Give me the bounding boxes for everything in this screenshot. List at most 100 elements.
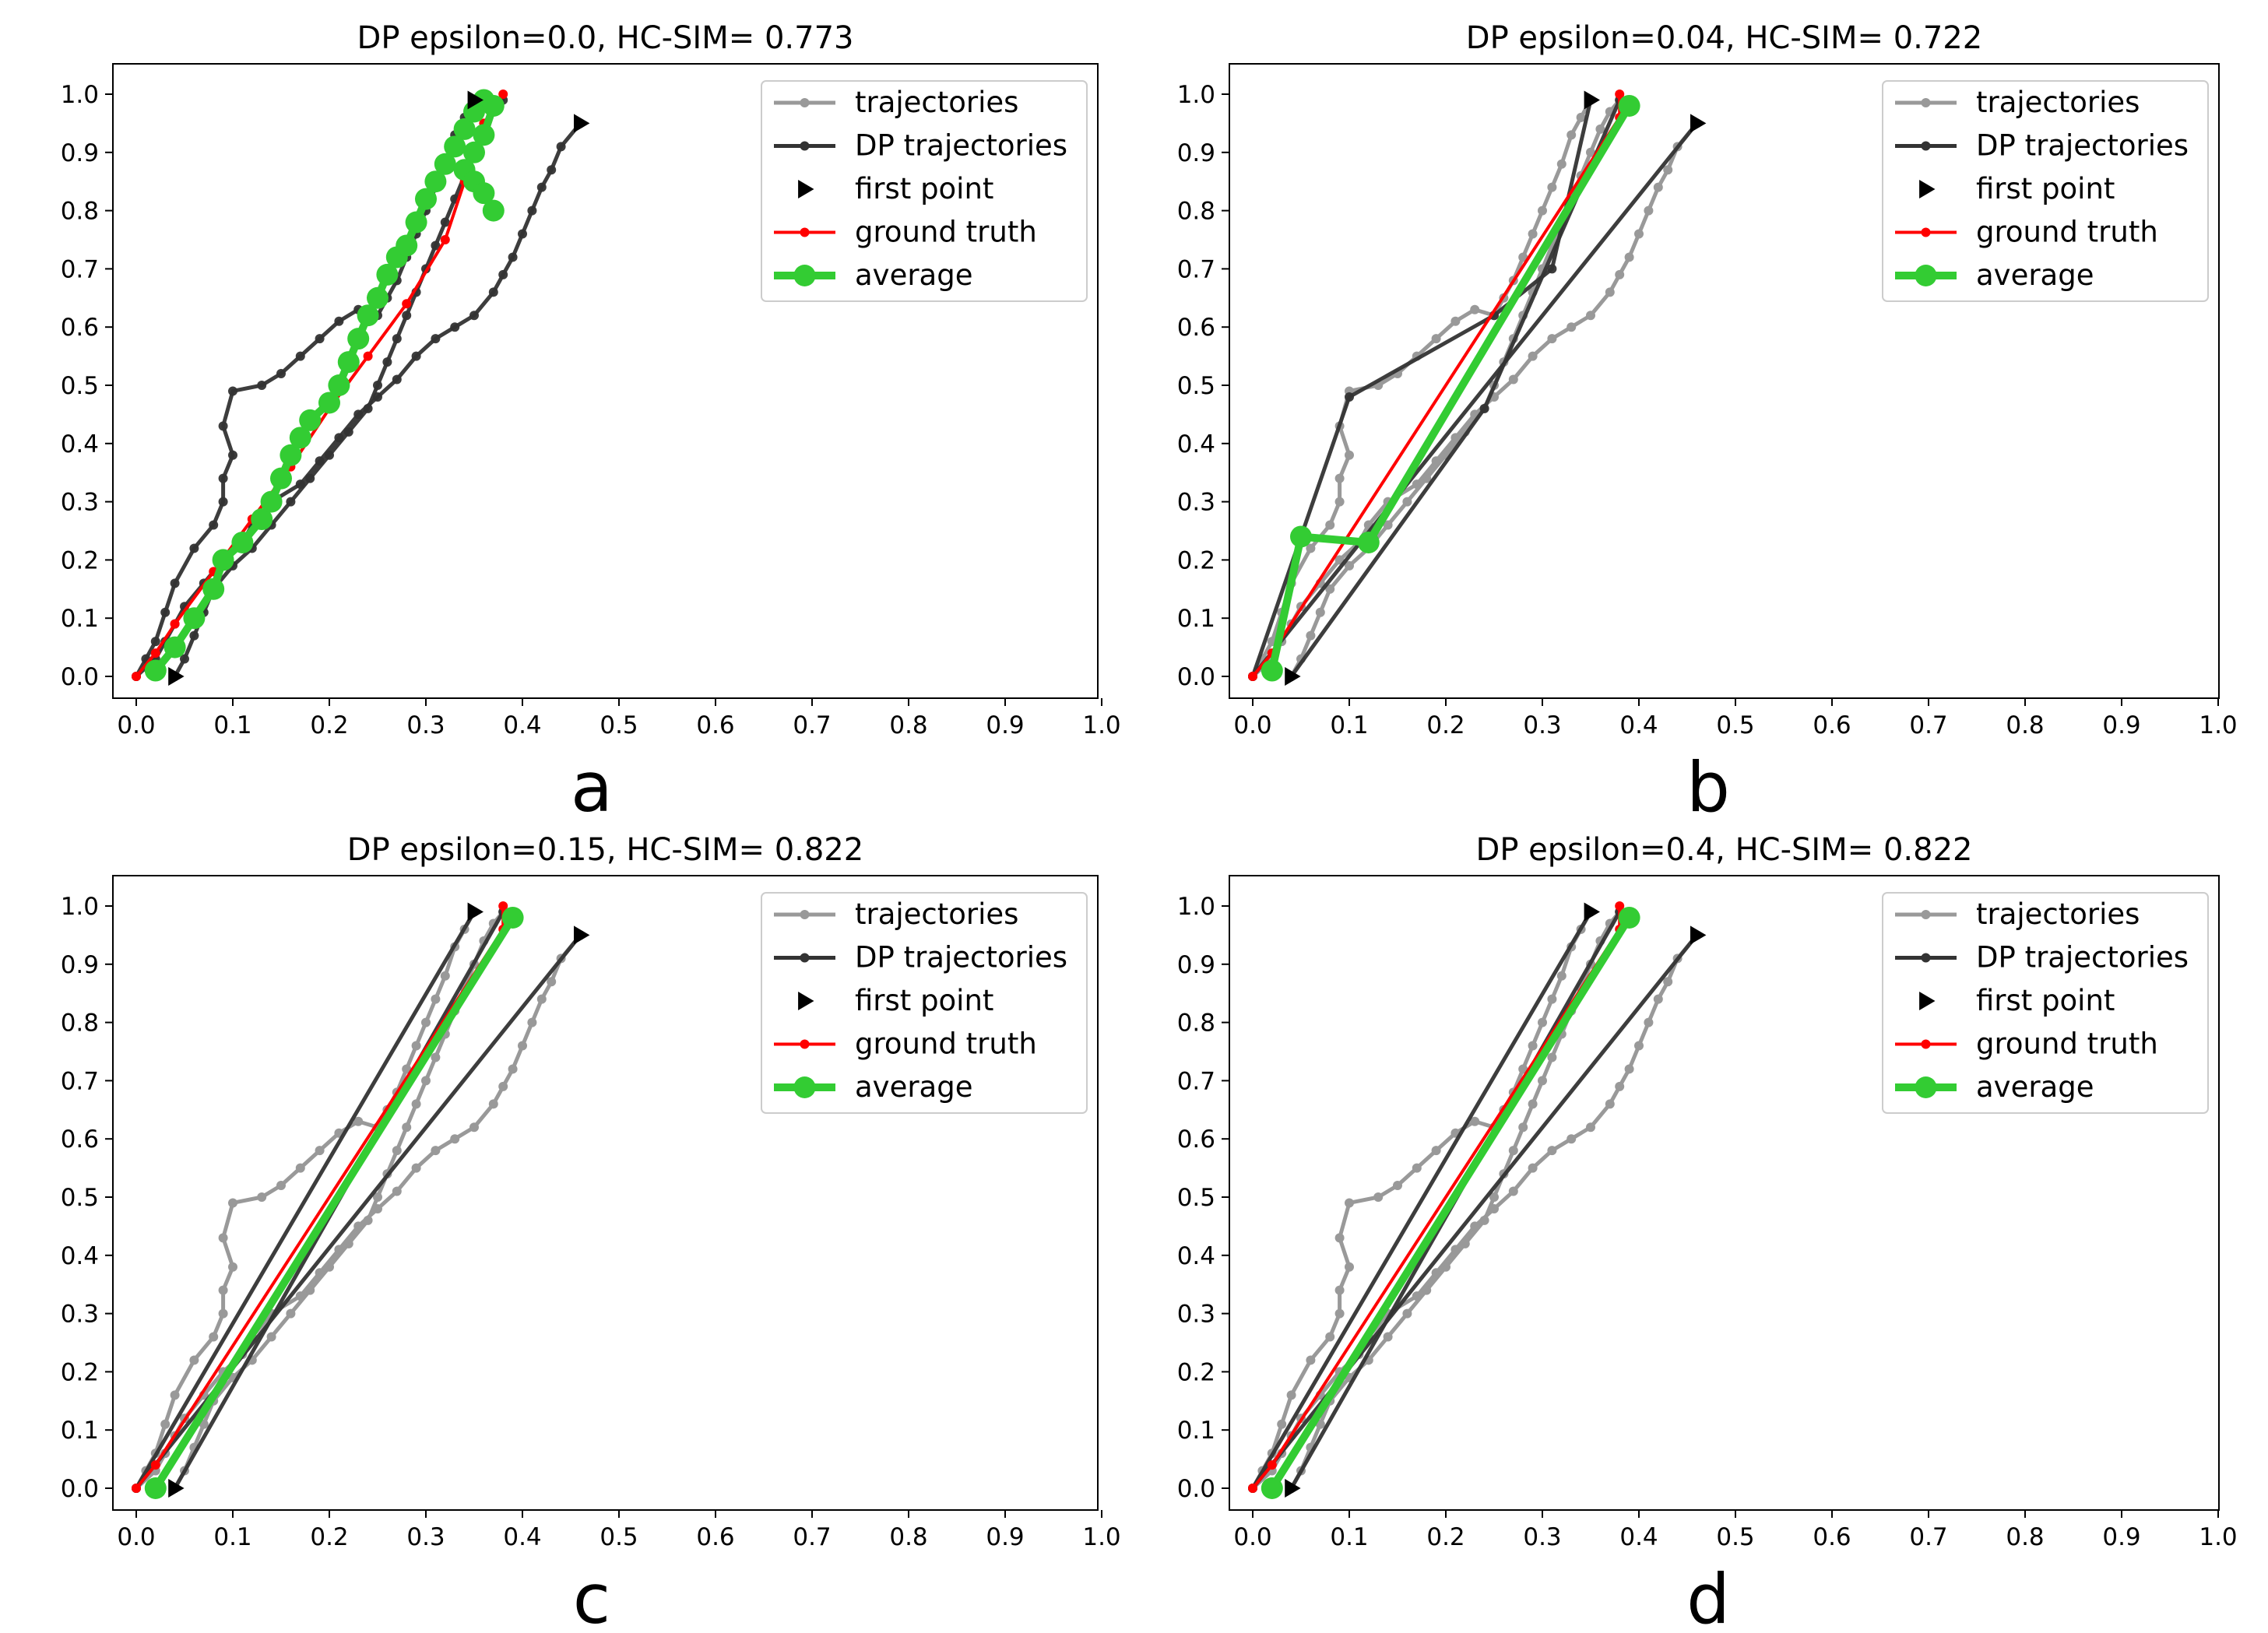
trajectory-point [1538, 1076, 1547, 1086]
dp-trajectory-point [189, 630, 199, 641]
trajectory-line [1250, 97, 1593, 679]
legend-swatch-marker [793, 1076, 816, 1098]
trajectory-point [1470, 1116, 1480, 1126]
legend-label: first point [1976, 984, 2115, 1017]
x-tick-label: 0.3 [1523, 1523, 1561, 1551]
average-point [251, 508, 273, 531]
dp-trajectory-line [134, 932, 582, 1491]
trajectory-point [1576, 112, 1586, 122]
legend-label: first point [855, 984, 993, 1017]
trajectory-point [1624, 1064, 1634, 1074]
y-tick-label: 0.6 [1177, 1126, 1215, 1154]
x-tick-label: 0.7 [1909, 1523, 1947, 1551]
trajectory-point [1412, 1163, 1422, 1173]
dp-trajectory-line [1250, 932, 1699, 1491]
ground-truth-point [498, 90, 508, 99]
trajectory-point [1345, 1262, 1354, 1272]
y-tick-label: 0.5 [61, 1184, 99, 1212]
trajectory-point [536, 994, 547, 1004]
trajectory-point [1634, 229, 1644, 239]
average-point [1618, 906, 1640, 929]
trajectory-point [1508, 1186, 1518, 1196]
trajectory-point [1306, 630, 1316, 641]
y-tick-label: 0.2 [61, 1358, 99, 1386]
average-point [144, 1477, 167, 1499]
trajectory-point [1431, 1268, 1441, 1278]
ground-truth-point [1615, 90, 1625, 99]
trajectory-point [189, 1355, 199, 1365]
dp-trajectory-point [218, 497, 228, 507]
trajectory-point [1556, 159, 1567, 169]
average-point [1290, 525, 1312, 548]
trajectory-point [1567, 130, 1577, 140]
trajectory-point [1644, 1017, 1654, 1027]
trajectory-point [1595, 124, 1605, 134]
trajectory-point [1325, 1332, 1335, 1342]
y-tick-label: 0.2 [61, 546, 99, 574]
trajectory-point [1663, 165, 1673, 175]
y-tick-label: 0.6 [61, 314, 99, 342]
average-point [1261, 1477, 1283, 1499]
trajectory-point [1345, 450, 1354, 460]
trajectory-point [527, 1017, 537, 1027]
plot-area [1248, 901, 1707, 1499]
x-tick-label: 0.3 [406, 711, 445, 739]
dp-trajectory-line [134, 909, 476, 1491]
ground-truth-line [135, 93, 505, 678]
trajectory-point [1334, 497, 1345, 507]
y-tick-label: 0.8 [1177, 1010, 1215, 1038]
legend-swatch-marker [800, 953, 810, 963]
legend-label: average [1976, 1070, 2094, 1104]
dp-trajectory-point [527, 205, 537, 216]
y-tick-label: 0.1 [1177, 1417, 1215, 1445]
legend-label: trajectories [855, 86, 1018, 119]
x-tick-label: 0.4 [1619, 711, 1658, 739]
x-tick-label: 0.1 [213, 711, 251, 739]
trajectory-point [1450, 316, 1461, 326]
trajectory-point [1325, 520, 1335, 530]
panel-label: d [1686, 1559, 1730, 1633]
average-point [1357, 531, 1380, 553]
legend-label: ground truth [1976, 216, 2158, 249]
y-tick-label: 0.8 [1177, 198, 1215, 226]
first-point-marker [574, 925, 590, 945]
average-point [289, 427, 311, 449]
legend [1882, 80, 2209, 302]
dp-trajectory-point [488, 287, 498, 297]
dp-trajectory-point [1547, 264, 1557, 274]
y-tick-label: 0.9 [61, 951, 99, 979]
average-line [1268, 101, 1633, 675]
average-point [453, 118, 476, 140]
dp-trajectory-point [160, 607, 171, 617]
chart-title: DP epsilon=0.4, HC-SIM= 0.822 [1476, 832, 1973, 868]
dp-trajectory-point [257, 381, 267, 390]
average-point [202, 578, 225, 600]
dp-trajectory-point [402, 311, 412, 321]
plot-area [132, 901, 590, 1499]
ground-truth-point [402, 299, 412, 309]
trajectory-point [1489, 1203, 1499, 1213]
dp-trajectory-point [189, 543, 199, 553]
axes-frame [112, 875, 1099, 1511]
trajectory-point [421, 1017, 431, 1027]
legend-swatch [1919, 180, 1936, 198]
average-point [473, 124, 495, 146]
trajectory-point [218, 1285, 228, 1295]
trajectory-point [1508, 1146, 1518, 1156]
legend-label: average [1976, 258, 2094, 292]
trajectory-point [392, 1186, 402, 1196]
trajectory-point [1567, 322, 1577, 332]
average-point [164, 636, 186, 658]
y-tick-label: 0.0 [61, 663, 99, 691]
dp-trajectory-point [295, 351, 305, 361]
y-tick-label: 0.0 [61, 1475, 99, 1503]
dp-trajectory-point [382, 357, 392, 367]
y-tick-label: 0.4 [61, 1242, 99, 1270]
legend-swatch-marker [800, 1039, 810, 1049]
trajectory-point [1334, 1285, 1345, 1295]
legend-label: DP trajectories [855, 129, 1067, 163]
x-tick-label: 0.9 [986, 1523, 1024, 1551]
y-tick-label: 0.1 [61, 605, 99, 633]
trajectory-point [1547, 334, 1557, 344]
